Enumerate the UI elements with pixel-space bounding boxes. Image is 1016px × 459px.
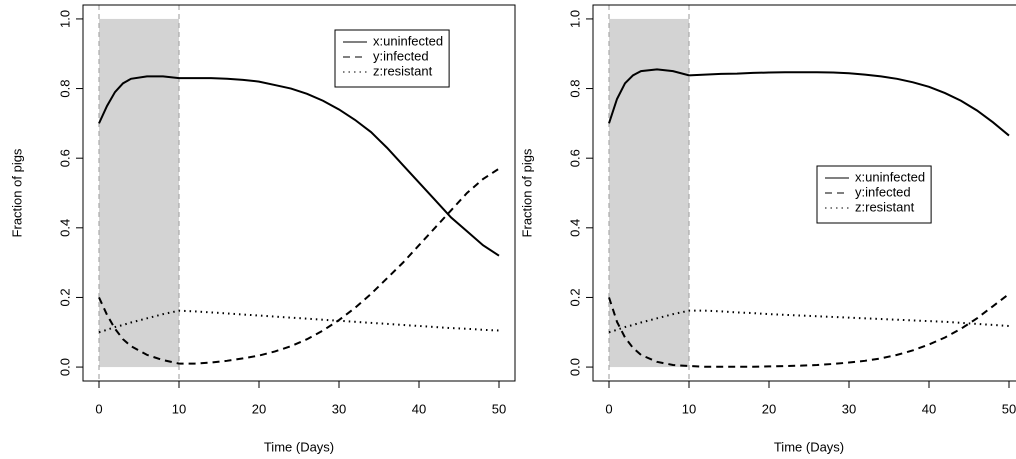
- panel: 0 10 20 30 40 50 0.0 0.2 0.4 0.6 0.8 1.0 Time (Days)…: [9, 4, 516, 454]
- x-tick-label: 30: [332, 401, 346, 416]
- x-tick-label: 50: [1002, 401, 1016, 416]
- x-tick-label: 0: [95, 401, 102, 416]
- y-tick-label: 0.8: [567, 80, 582, 98]
- series-line: [608, 68, 1010, 137]
- y-tick-label: 0.8: [57, 80, 72, 98]
- x-axis-label: Time (Days): [264, 439, 334, 454]
- y-tick-label: 0.0: [57, 358, 72, 376]
- legend-box: [334, 29, 450, 88]
- y-tick-label: 0.2: [57, 288, 72, 306]
- y-tick-label: 1.0: [567, 10, 582, 28]
- panel: 0 10 20 30 40 50 0.0 0.2 0.4 0.6 0.8 1.0 Time (Days)…: [519, 4, 1016, 454]
- x-tick-label: 50: [492, 401, 506, 416]
- x-tick-label: 10: [172, 401, 186, 416]
- legend-label: z:resistant: [855, 199, 915, 214]
- y-tick-label: 0.2: [567, 288, 582, 306]
- x-tick-label: 0: [605, 401, 612, 416]
- legend-label: y:infected: [855, 184, 911, 199]
- y-axis-label: Fraction of pigs: [519, 148, 534, 237]
- y-tick-label: 1.0: [57, 10, 72, 28]
- x-tick-label: 40: [412, 401, 426, 416]
- shaded-region: [609, 18, 689, 368]
- x-tick-label: 10: [682, 401, 696, 416]
- y-tick-label: 0.0: [567, 358, 582, 376]
- legend-label: x:uninfected: [373, 33, 443, 48]
- y-axis-label: Fraction of pigs: [9, 148, 24, 237]
- x-tick-label: 20: [762, 401, 776, 416]
- legend-label: y:infected: [373, 48, 429, 63]
- x-axis-label: Time (Days): [774, 439, 844, 454]
- legend-label: z:resistant: [373, 63, 433, 78]
- y-tick-label: 0.6: [567, 149, 582, 167]
- legend-box: [816, 165, 932, 224]
- x-tick-label: 40: [922, 401, 936, 416]
- series-line: [608, 309, 1010, 334]
- series-line: [98, 309, 500, 334]
- plot-box: [592, 4, 1016, 382]
- y-tick-label: 0.4: [567, 219, 582, 237]
- shaded-region: [99, 18, 179, 368]
- x-tick-label: 20: [252, 401, 266, 416]
- x-tick-label: 30: [842, 401, 856, 416]
- y-tick-label: 0.4: [57, 219, 72, 237]
- y-tick-label: 0.6: [57, 149, 72, 167]
- plot-box: [82, 4, 516, 382]
- legend-label: x:uninfected: [855, 169, 925, 184]
- series-line: [98, 75, 500, 257]
- series-line: [98, 167, 500, 365]
- series-line: [608, 293, 1010, 368]
